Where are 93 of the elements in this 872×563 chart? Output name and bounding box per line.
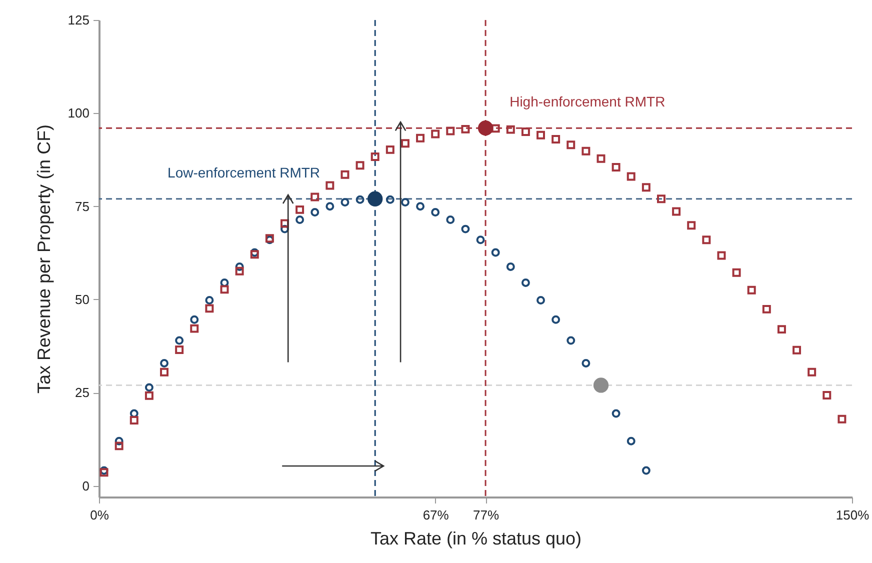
point <box>521 278 530 287</box>
point <box>582 358 590 368</box>
point <box>175 336 184 345</box>
point <box>190 324 199 333</box>
point <box>310 192 320 202</box>
y-axis-title: Tax Revenue per Property (in CF) <box>34 124 54 394</box>
y-tick-label: 125 <box>68 12 90 28</box>
point <box>114 436 124 446</box>
point <box>476 236 485 244</box>
point <box>205 304 214 313</box>
x-tick-label: 150% <box>836 508 870 522</box>
point <box>370 152 380 162</box>
x-tick-label: 0% <box>90 508 110 522</box>
point <box>792 346 802 354</box>
point <box>114 442 124 450</box>
point <box>612 409 620 418</box>
point <box>642 183 650 192</box>
point <box>235 262 244 271</box>
point <box>687 221 696 230</box>
point <box>461 124 470 134</box>
x-tick-label: 67% <box>422 508 450 522</box>
x-tick-label: 77% <box>473 508 500 522</box>
point <box>672 207 681 216</box>
point <box>160 358 168 368</box>
point <box>822 391 832 400</box>
point <box>144 391 154 400</box>
point <box>536 130 545 140</box>
point <box>478 120 494 136</box>
point <box>280 224 289 234</box>
point <box>552 315 560 324</box>
point <box>626 436 636 446</box>
point <box>356 161 364 170</box>
point <box>416 134 425 142</box>
point <box>702 236 711 244</box>
point <box>386 195 394 204</box>
point <box>657 194 666 204</box>
point <box>416 202 425 211</box>
point <box>566 336 576 345</box>
point <box>808 368 816 376</box>
point <box>593 378 609 393</box>
annotation: Low-enforcement RMTR <box>168 164 320 181</box>
point <box>310 208 320 217</box>
y-tick-label: 100 <box>68 106 90 121</box>
y-tick-label: 50 <box>75 292 90 307</box>
y-tick-label: 75 <box>75 198 90 214</box>
y-tick-label: 0 <box>82 478 90 494</box>
point <box>566 140 576 150</box>
point <box>521 128 530 136</box>
point <box>552 135 560 144</box>
y-tick-label: 25 <box>75 385 90 400</box>
point <box>838 414 846 424</box>
point <box>160 368 168 376</box>
point <box>506 125 515 134</box>
point <box>296 205 304 214</box>
point <box>536 296 545 304</box>
point <box>190 315 199 324</box>
annotation: High-enforcement RMTR <box>510 93 666 110</box>
point <box>326 181 334 190</box>
point <box>400 198 410 206</box>
point <box>280 219 289 228</box>
point <box>506 262 515 271</box>
point <box>747 286 756 294</box>
point <box>130 416 138 424</box>
point <box>626 172 636 181</box>
point <box>642 466 650 475</box>
point <box>326 202 334 211</box>
point <box>340 198 350 206</box>
point <box>431 208 440 217</box>
point <box>175 346 184 354</box>
point <box>235 266 244 276</box>
point <box>446 126 455 136</box>
point <box>732 268 741 277</box>
point <box>205 296 214 304</box>
point <box>491 248 500 257</box>
point <box>368 191 383 206</box>
point <box>582 146 590 156</box>
point <box>386 145 394 154</box>
point <box>220 285 229 294</box>
point <box>461 224 470 234</box>
point <box>431 130 440 138</box>
point <box>400 139 410 148</box>
point <box>446 216 455 224</box>
point <box>144 383 154 392</box>
x-axis-title: Tax Rate (in % status quo) <box>370 528 582 548</box>
point <box>596 154 606 163</box>
point <box>356 195 364 204</box>
point <box>612 162 620 172</box>
point <box>491 124 500 133</box>
point <box>777 325 786 334</box>
point <box>717 251 726 260</box>
point <box>762 304 771 314</box>
point <box>296 216 304 224</box>
point <box>340 170 350 179</box>
